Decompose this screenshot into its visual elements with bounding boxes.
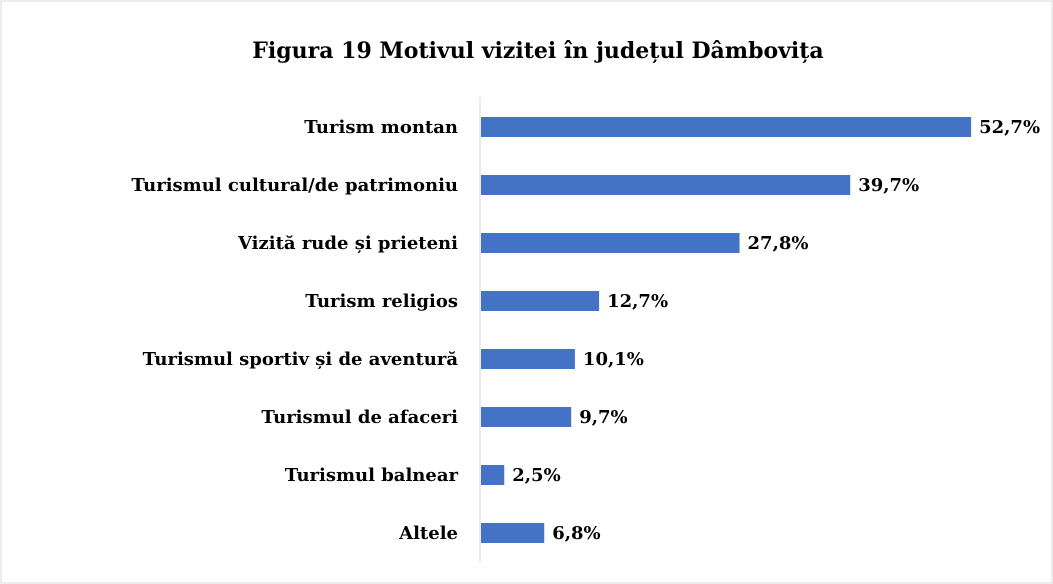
category-label: Turismul de afaceri <box>261 407 458 428</box>
bar <box>481 175 851 195</box>
bar <box>481 291 600 311</box>
category-label: Turismul balnear <box>285 465 459 486</box>
bar <box>481 523 545 543</box>
data-label: 12,7% <box>607 291 668 312</box>
data-label: 6,8% <box>552 523 600 544</box>
category-label: Vizită rude și prieteni <box>237 233 458 254</box>
category-label: Turismul sportiv și de aventură <box>143 349 459 370</box>
bar <box>481 233 740 253</box>
category-label: Turism montan <box>304 117 458 138</box>
data-label: 52,7% <box>979 117 1040 138</box>
data-label: 10,1% <box>583 349 644 370</box>
bar <box>481 407 572 427</box>
category-label: Turismul cultural/de patrimoniu <box>131 175 458 196</box>
data-label: 27,8% <box>748 233 809 254</box>
category-label: Turism religios <box>305 291 458 312</box>
chart-title: Figura 19 Motivul vizitei în județul Dâm… <box>252 38 823 64</box>
data-label: 9,7% <box>579 407 627 428</box>
bar <box>481 117 972 137</box>
data-label: 2,5% <box>512 465 560 486</box>
data-label: 39,7% <box>858 175 919 196</box>
bar <box>481 465 505 485</box>
bar <box>481 349 575 369</box>
category-label: Altele <box>398 523 458 544</box>
